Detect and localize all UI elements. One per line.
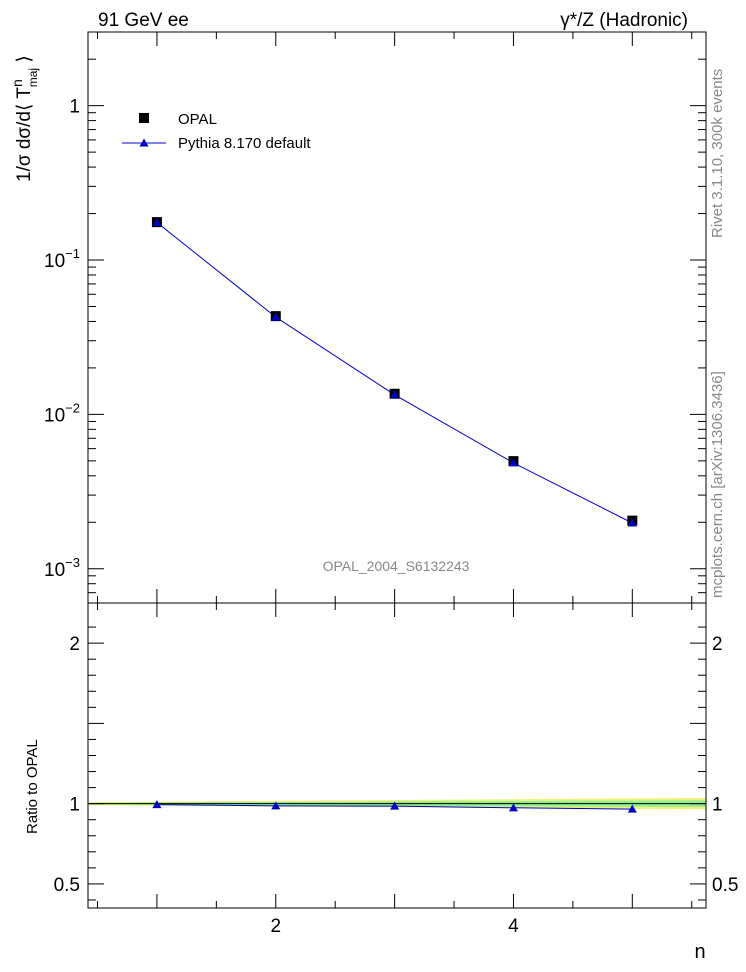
ratio-xlabel: n: [694, 941, 705, 963]
main-ylabel-sup: n: [9, 79, 25, 87]
legend: OPAL Pythia 8.170 default: [122, 111, 311, 152]
legend-pythia-marker: [139, 138, 149, 147]
main-ylabel-post: ⟩: [14, 55, 35, 68]
y-tick-label-exp: −3: [65, 555, 80, 570]
ratio-y-tick-label-right: 1: [712, 795, 723, 816]
y-tick-label-exp: −1: [65, 246, 80, 261]
ratio-frame: [87, 602, 707, 909]
ratio-pythia-point: [508, 803, 518, 812]
ratio-pythia-point: [627, 804, 637, 813]
rivet-label: Rivet 3.1.10, 300k events: [709, 69, 726, 238]
ratio-pythia-point: [271, 801, 281, 810]
main-series: [151, 217, 638, 527]
ratio-series: [152, 800, 637, 813]
ratio-ylabel: Ratio to OPAL: [24, 739, 41, 834]
x-tick-label: 4: [508, 916, 519, 937]
ratio-y-tick-label-right: 2: [712, 634, 723, 655]
pythia-line: [156, 222, 633, 524]
header-right: γ*/Z (Hadronic): [560, 10, 688, 31]
y-tick-label: 10−1: [44, 246, 80, 272]
mcplots-label: mcplots.cern.ch [arXiv:1306.3436]: [709, 371, 726, 598]
axis-ticks: [88, 31, 706, 908]
y-tick-label-exp: −2: [65, 400, 80, 415]
legend-opal-marker: [139, 113, 149, 123]
legend-opal-label: OPAL: [178, 111, 217, 128]
main-ylabel-pre: 1/σ dσ/d⟨ T: [14, 87, 35, 182]
ratio-pythia-point: [152, 800, 162, 809]
y-tick-label: 10−2: [44, 400, 80, 426]
analysis-watermark: OPAL_2004_S6132243: [323, 558, 470, 574]
axis-frames: [87, 31, 707, 909]
legend-pythia-label: Pythia 8.170 default: [178, 135, 311, 152]
y-tick-label-base: 10: [44, 560, 65, 581]
ratio-y-tick-label-right: 0.5: [712, 875, 738, 896]
y-tick-label-base: 1: [69, 97, 80, 118]
y-tick-label-base: 10: [44, 251, 65, 272]
header-left: 91 GeV ee: [98, 10, 189, 31]
pythia-point: [627, 518, 637, 527]
main-ylabel: 1/σ dσ/d⟨ Tnmaj ⟩: [9, 55, 40, 182]
pythia-point: [508, 458, 518, 467]
ratio-y-tick-label-left: 2: [69, 634, 80, 655]
pythia-point: [271, 312, 281, 321]
y-tick-label: 1: [69, 97, 80, 118]
ratio-pythia-point: [390, 801, 400, 810]
x-tick-label: 2: [270, 916, 281, 937]
main-ylabel-sub: maj: [26, 68, 40, 87]
ratio-y-tick-label-left: 0.5: [54, 875, 80, 896]
pythia-point: [390, 390, 400, 399]
y-tick-label: 10−3: [44, 555, 80, 581]
y-tick-label-base: 10: [44, 405, 65, 426]
pythia-point: [152, 218, 162, 227]
ratio-y-tick-label-left: 1: [69, 795, 80, 816]
